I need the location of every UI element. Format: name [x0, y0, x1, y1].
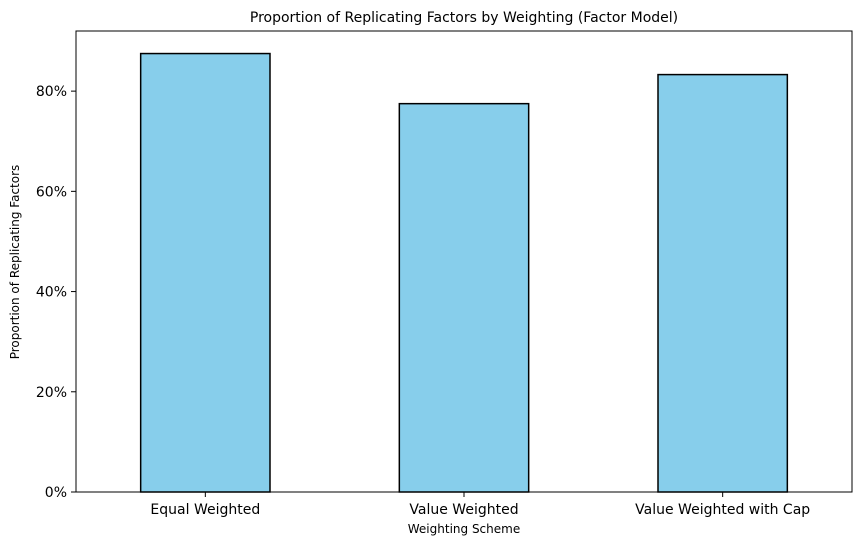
y-tick-label: 40% — [36, 285, 67, 301]
y-tick-label: 60% — [36, 184, 67, 200]
bar-equal-weighted — [139, 52, 271, 493]
y-tick-label: 80% — [36, 84, 67, 100]
bar-value-weighted-with-cap — [657, 73, 789, 493]
y-tick-label: 20% — [36, 385, 67, 401]
x-tick-label: Value Weighted with Cap — [635, 502, 810, 518]
x-tick-label: Equal Weighted — [150, 502, 260, 518]
bar-value-weighted — [398, 102, 530, 493]
chart-title: Proportion of Replicating Factors by Wei… — [250, 10, 678, 26]
y-tick-label: 0% — [45, 485, 67, 501]
y-axis-label: Proportion of Replicating Factors — [8, 165, 22, 360]
plot-area: Equal Weighted Value Weighted Value Weight… — [36, 30, 853, 518]
x-axis-label: Weighting Scheme — [408, 522, 520, 536]
plot-frame — [75, 30, 853, 493]
x-tick-label: Value Weighted — [409, 502, 518, 518]
